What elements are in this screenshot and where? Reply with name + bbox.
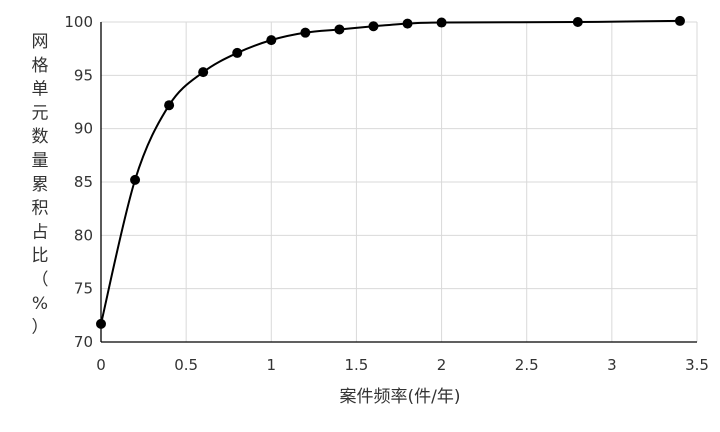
data-point bbox=[232, 47, 243, 58]
axes bbox=[100, 22, 697, 343]
data-point bbox=[130, 174, 141, 185]
y-axis-label-char: 占 bbox=[32, 222, 49, 242]
data-point bbox=[334, 24, 345, 35]
y-axis-label-char: （ bbox=[32, 270, 49, 290]
y-tick-label: 100 bbox=[64, 13, 93, 31]
x-axis-label: 案件频率(件/年) bbox=[340, 387, 461, 407]
x-tick-label: 1.5 bbox=[344, 356, 368, 374]
x-tick-label: 0 bbox=[96, 356, 106, 374]
y-axis-label-char: % bbox=[32, 294, 48, 314]
y-axis-label-char: 数 bbox=[32, 127, 49, 147]
tick-labels: 70 75 80 85 90 95 100 0 0.5 1 1.5 2 2.5 3 3.5 bbox=[64, 13, 709, 374]
y-axis-label-char: 单 bbox=[32, 80, 49, 100]
x-tick-label: 3.5 bbox=[685, 356, 709, 374]
data-point bbox=[572, 17, 583, 27]
y-axis-label-char: 元 bbox=[32, 103, 49, 123]
data-point bbox=[436, 17, 447, 28]
y-tick-label: 90 bbox=[74, 120, 93, 138]
x-tick-label: 2 bbox=[437, 356, 447, 374]
y-tick-label: 70 bbox=[74, 333, 93, 351]
data-point bbox=[164, 100, 175, 111]
y-tick-label: 75 bbox=[74, 280, 93, 298]
data-point bbox=[266, 35, 277, 46]
y-axis-label: 网格单元数量累积占比 （% ） bbox=[32, 32, 49, 338]
data-point bbox=[198, 67, 209, 78]
y-axis-label-char: ） bbox=[32, 318, 49, 338]
series-line bbox=[100, 19, 680, 325]
y-tick-label: 95 bbox=[74, 66, 93, 84]
y-axis-label-char: 比 bbox=[32, 246, 49, 266]
y-axis-label-char: 量 bbox=[32, 151, 49, 171]
y-axis-label-char: 网 bbox=[32, 32, 49, 52]
y-axis-label-char: 累 bbox=[32, 175, 49, 195]
data-point bbox=[368, 21, 379, 32]
y-tick-label: 80 bbox=[74, 226, 93, 244]
grid bbox=[100, 21, 698, 343]
x-tick-label: 2.5 bbox=[515, 356, 539, 374]
y-tick-label: 85 bbox=[74, 173, 93, 191]
x-tick-label: 3 bbox=[607, 356, 617, 374]
y-axis-label-char: 积 bbox=[32, 199, 49, 219]
data-point bbox=[96, 318, 106, 329]
y-axis-label-char: 格 bbox=[32, 56, 49, 76]
series bbox=[96, 15, 685, 329]
data-point bbox=[402, 18, 413, 29]
data-point bbox=[300, 27, 311, 38]
data-point bbox=[674, 15, 685, 26]
x-tick-label: 1 bbox=[267, 356, 277, 374]
x-tick-label: 0.5 bbox=[174, 356, 198, 374]
